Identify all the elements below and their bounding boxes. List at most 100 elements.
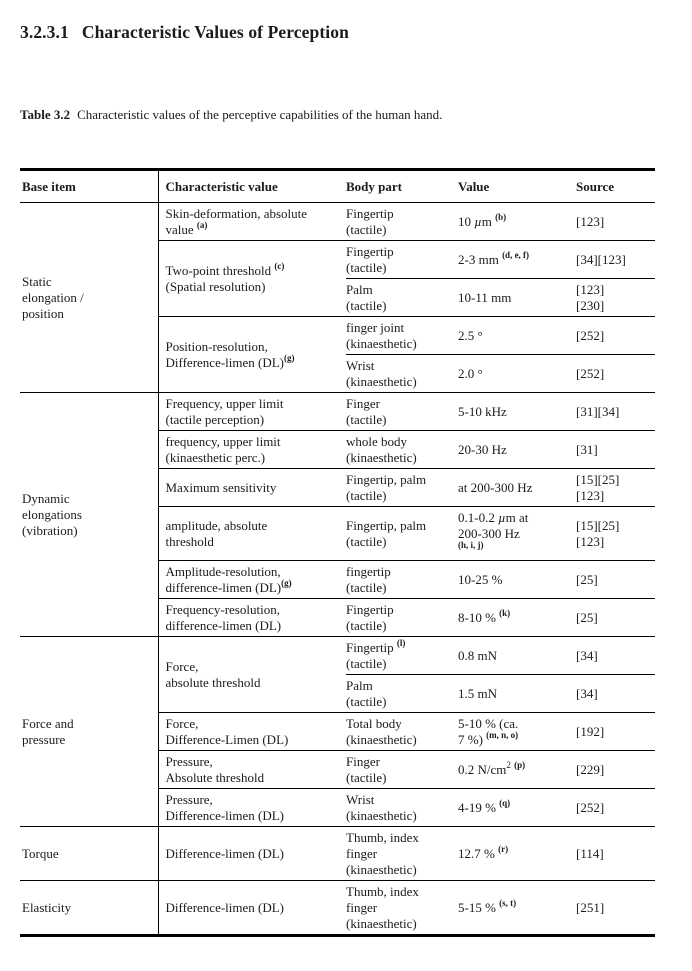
footnote-marker: (h, i, j) <box>458 539 484 550</box>
perception-table: Base item Characteristic value Body part… <box>20 168 655 937</box>
table-row: Palm (tactile) 10-11 mm [123] [230] <box>20 278 655 317</box>
value-cell: 5-15 % (s, t) <box>458 880 576 937</box>
source-cell: [25] <box>576 598 655 637</box>
footnote-marker: (g) <box>281 577 292 588</box>
source-cell: [252] <box>576 316 655 355</box>
base-item-cell: Dynamic elongations (vibration) <box>20 392 159 637</box>
characteristic-cell: Maximum sensitivity <box>158 468 346 507</box>
source-cell: [252] <box>576 354 655 393</box>
table-row: Force, Difference-Limen (DL) Total body (ki… <box>20 712 655 751</box>
source-cell: [123] <box>576 213 605 229</box>
footnote-marker: (g) <box>284 352 295 363</box>
body-part-cell: Fingertip (tactile) <box>346 205 394 237</box>
section-title: Characteristic Values of Perception <box>81 22 349 42</box>
body-part-cell: Fingertip (tactile) <box>346 240 458 279</box>
body-part-cell: Thumb, index finger (kinaesthetic) <box>346 880 458 937</box>
table-row: Palm (tactile) 1.5 mN [34] <box>20 674 655 713</box>
table-row: frequency, upper limit (kinaesthetic perc… <box>20 430 655 469</box>
body-part-cell: Palm (tactile) <box>346 278 458 317</box>
value-cell: 0.1-0.2 µm at 200-300 Hz (h, i, j) <box>458 506 576 561</box>
footnote-marker: (b) <box>495 211 507 222</box>
page: 3.2.3.1 Characteristic Values of Percepti… <box>20 22 655 937</box>
source-cell: [31][34] <box>576 392 655 431</box>
base-item-cell: Static elongation / position <box>20 202 159 393</box>
value-cell: 10-11 mm <box>458 278 576 317</box>
body-part-cell: Wrist (kinaesthetic) <box>346 788 458 827</box>
base-item-cell: Elasticity <box>20 880 159 937</box>
table-header: Base item Characteristic value Body part… <box>20 168 655 203</box>
base-item-cell: Force and pressure <box>20 636 159 827</box>
body-part-cell: Fingertip, palm (tactile) <box>346 506 458 561</box>
table-caption-label: Table 3.2 <box>20 107 71 122</box>
body-part-cell: finger joint (kinaesthetic) <box>346 316 458 355</box>
characteristic-cell: Difference-limen (DL) <box>158 826 346 881</box>
source-cell: [252] <box>576 788 655 827</box>
footnote-marker: (l) <box>396 637 406 648</box>
body-part-cell: Finger (tactile) <box>346 750 458 789</box>
source-cell: [251] <box>576 880 655 937</box>
source-cell: [34] <box>576 674 655 713</box>
value-cell: at 200-300 Hz <box>458 468 576 507</box>
column-header-base-item: Base item <box>20 168 159 203</box>
footnote-marker: (c) <box>274 260 285 271</box>
characteristic-cell: Position-resolution, Difference-limen (DL… <box>158 316 346 393</box>
source-cell: [25] <box>576 560 655 599</box>
section-heading: 3.2.3.1 Characteristic Values of Percepti… <box>20 22 655 43</box>
value-cell: 10 µm (b) <box>458 211 507 229</box>
characteristic-cell: amplitude, absolute threshold <box>158 506 346 561</box>
column-header-body-part: Body part <box>346 168 458 203</box>
value-cell: 2-3 mm (d, e, f) <box>458 240 576 279</box>
footnote-marker: (p) <box>514 759 526 770</box>
characteristic-cell: Frequency, upper limit (tactile perceptio… <box>158 392 346 431</box>
table-row: Maximum sensitivity Fingertip, palm (tacti… <box>20 468 655 507</box>
table-row: Wrist (kinaesthetic) 2.0 ° [252] <box>20 354 655 393</box>
table-caption-text: Characteristic values of the perceptive … <box>77 107 443 122</box>
value-cell: 20-30 Hz <box>458 430 576 469</box>
column-header-value: Value <box>458 168 576 203</box>
characteristic-cell: Pressure, Absolute threshold <box>158 750 346 789</box>
footnote-marker: 2 <box>506 759 511 770</box>
table-row: Dynamic elongations (vibration) Frequency, … <box>20 392 655 637</box>
characteristic-cell: Amplitude-resolution, difference-limen (D… <box>158 560 346 599</box>
source-cell: [34][123] <box>576 240 655 279</box>
value-cell: 10-25 % <box>458 560 576 599</box>
base-item-cell: Torque <box>20 826 159 881</box>
characteristic-cell: Force, Difference-Limen (DL) <box>158 712 346 751</box>
characteristic-cell: Two-point threshold (c) (Spatial resoluti… <box>158 240 346 317</box>
source-cell: [114] <box>576 826 655 881</box>
table-row: Torque Difference-limen (DL) Thumb, index f… <box>20 826 655 881</box>
body-part-cell: Thumb, index finger (kinaesthetic) <box>346 826 458 881</box>
footnote-marker: (k) <box>499 607 511 618</box>
table-header-row: Base item Characteristic value Body part… <box>20 168 655 203</box>
body-part-cell: whole body (kinaesthetic) <box>346 430 458 469</box>
characteristic-cell: Pressure, Difference-limen (DL) <box>158 788 346 827</box>
value-cell: 12.7 % (r) <box>458 826 576 881</box>
characteristic-cell: Skin-deformation, absolute value (a) <box>165 205 308 237</box>
body-part-cell: Fingertip (tactile) <box>346 598 458 637</box>
characteristic-cell: Frequency-resolution, difference-limen (D… <box>158 598 346 637</box>
source-cell: [15][25] [123] <box>576 506 655 561</box>
value-cell: 1.5 mN <box>458 674 576 713</box>
value-cell: 5-10 % (ca. 7 %) (m, n, o) <box>458 712 576 751</box>
footnote-marker: (r) <box>498 843 509 854</box>
body-part-cell: Finger (tactile) <box>346 392 458 431</box>
body-part-cell: Palm (tactile) <box>346 674 458 713</box>
table-row: Pressure, Difference-limen (DL) Wrist (kina… <box>20 788 655 827</box>
value-cell: 0.8 mN <box>458 636 576 675</box>
footnote-marker: (s, t) <box>499 897 517 908</box>
table-caption: Table 3.2 Characteristic values of the pe… <box>20 107 655 123</box>
value-cell: 2.5 ° <box>458 316 576 355</box>
characteristic-cell: Difference-limen (DL) <box>158 880 346 937</box>
source-cell: [229] <box>576 750 655 789</box>
footnote-marker: (q) <box>499 797 511 808</box>
footnote-marker: (m, n, o) <box>486 729 519 740</box>
table-row: Pressure, Absolute threshold Finger (tactil… <box>20 750 655 789</box>
source-cell: [34] <box>576 636 655 675</box>
body-part-cell: fingertip (tactile) <box>346 560 458 599</box>
value-cell: 4-19 % (q) <box>458 788 576 827</box>
table-body: Static elongation / position Skin-deformati… <box>20 202 655 937</box>
table-row: Frequency-resolution, difference-limen (D… <box>20 598 655 637</box>
table-row: Amplitude-resolution, difference-limen (D… <box>20 560 655 599</box>
value-cell: 0.2 N/cm2 (p) <box>458 750 576 789</box>
column-header-source: Source <box>576 168 655 203</box>
